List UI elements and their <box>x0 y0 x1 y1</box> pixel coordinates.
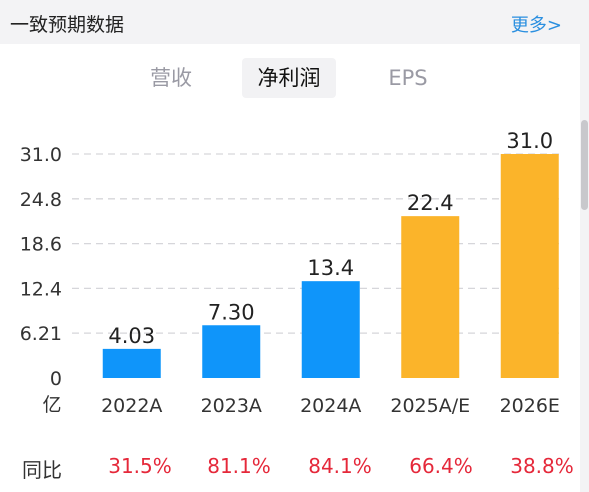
bar-2025A/E[interactable] <box>401 216 460 378</box>
x-tick-label: 2022A <box>101 395 162 417</box>
bar-value-label: 31.0 <box>506 129 553 153</box>
y-axis-ticks: 0 6.21 12.4 18.6 24.8 31.0 <box>20 144 62 390</box>
x-tick-label: 2023A <box>201 395 262 417</box>
tab-net-profit[interactable]: 净利润 <box>242 58 336 98</box>
more-link[interactable]: 更多> <box>510 15 562 36</box>
metric-tabs: 营收 净利润 EPS <box>0 58 580 98</box>
scrollbar-thumb[interactable] <box>581 120 588 210</box>
section-header: 一致预期数据 更多> <box>0 0 580 44</box>
bar-value-label: 4.03 <box>108 324 155 348</box>
x-tick-label: 2025A/E <box>390 395 470 417</box>
bars <box>102 154 559 378</box>
bar-2022A[interactable] <box>102 348 161 378</box>
yoy-value-2024: 84.1% <box>308 454 372 478</box>
y-tick-label: 31.0 <box>20 144 62 166</box>
yoy-value-2025: 66.4% <box>409 454 473 478</box>
x-tick-label: 2026E <box>500 395 560 417</box>
value-labels: 4.03 7.30 13.4 22.4 31.0 <box>108 129 553 348</box>
bar-value-label: 22.4 <box>407 191 454 215</box>
y-axis-unit-label: 亿 <box>42 394 61 416</box>
x-tick-label: 2024A <box>300 395 361 417</box>
x-axis-ticks: 2022A 2023A 2024A 2025A/E 2026E <box>101 395 560 417</box>
bar-2024A[interactable] <box>301 281 360 378</box>
bar-value-label: 13.4 <box>307 256 354 280</box>
bar-value-label: 7.30 <box>208 300 255 324</box>
y-tick-label: 18.6 <box>20 234 62 256</box>
bar-2026E[interactable] <box>500 154 559 378</box>
section-title: 一致预期数据 <box>10 14 125 36</box>
net-profit-bar-chart: 0 6.21 12.4 18.6 24.8 31.0 4.03 7.30 13.4 22.4 31… <box>20 129 560 417</box>
yoy-label: 同比 <box>22 458 62 482</box>
scrollbar[interactable] <box>580 0 589 492</box>
tab-revenue[interactable]: 营收 <box>150 66 192 90</box>
yoy-value-2026: 38.8% <box>510 454 574 478</box>
bar-2023A[interactable] <box>202 325 261 378</box>
y-tick-label: 12.4 <box>20 278 62 300</box>
y-tick-label: 6.21 <box>20 323 62 345</box>
tab-eps[interactable]: EPS <box>388 66 428 90</box>
y-tick-label: 24.8 <box>20 189 62 211</box>
yoy-value-2023: 81.1% <box>207 454 271 478</box>
yoy-value-2022: 31.5% <box>108 454 172 478</box>
y-tick-label: 0 <box>50 368 62 390</box>
